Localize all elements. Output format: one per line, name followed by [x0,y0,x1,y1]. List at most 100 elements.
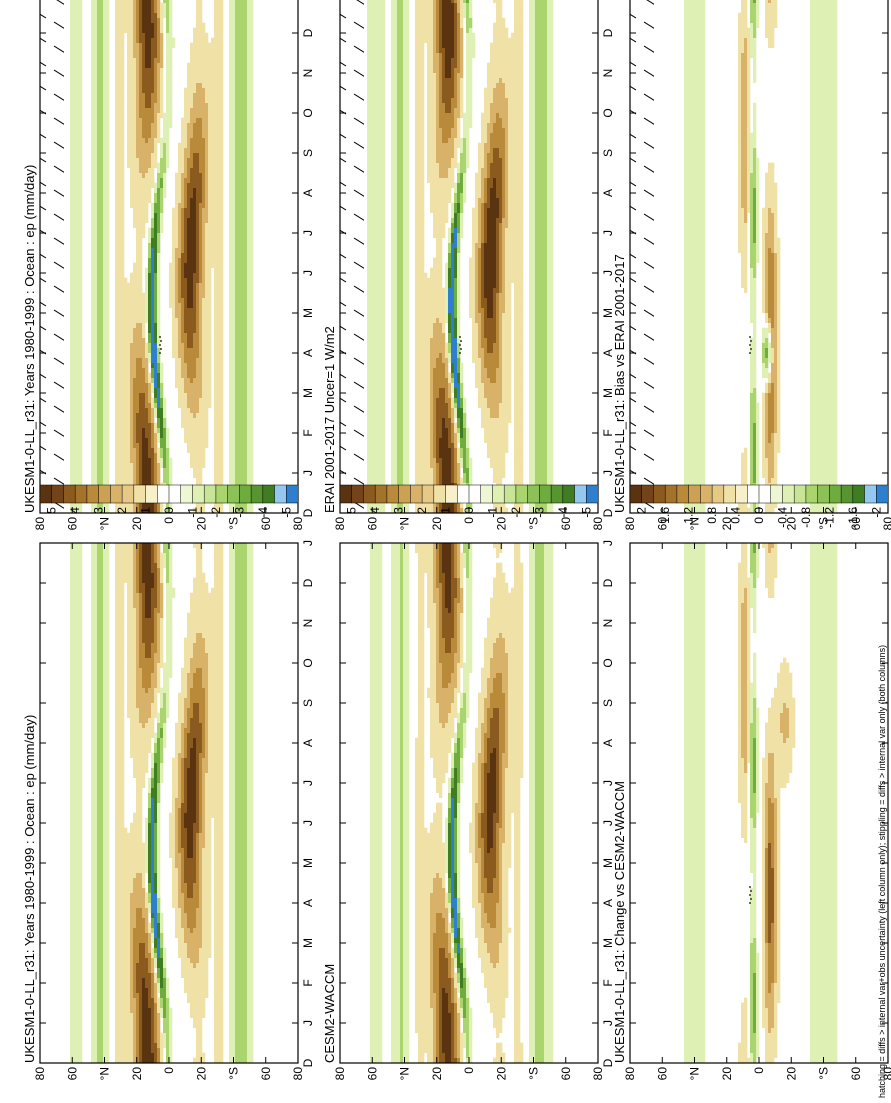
heatmap-cell [214,262,218,268]
heatmap-cell [214,202,218,208]
heatmap-cell [160,182,164,188]
heatmap-cell [94,52,98,58]
heatmap-cell [148,337,152,343]
heatmap-cell [214,52,218,58]
heatmap-cell [217,82,221,88]
heatmap-cell [202,337,206,343]
heatmap-cell [100,142,104,148]
heatmap-cell [157,477,161,483]
heatmap-cell [217,342,221,348]
heatmap-cell [244,37,248,43]
heatmap-cell [193,312,197,318]
heatmap-cell [142,27,146,33]
heatmap-cell [130,367,134,373]
heatmap-cell [250,107,254,113]
heatmap-cell [211,252,215,258]
heatmap-cell [97,237,101,243]
heatmap-cell [196,187,200,193]
heatmap-cell [130,57,134,63]
heatmap-cell [103,102,107,108]
heatmap-cell [79,212,83,218]
heatmap-cell [139,67,143,73]
heatmap-cell [229,32,233,38]
heatmap-cell [121,272,125,278]
heatmap-cell [94,17,98,23]
heatmap-cell [124,427,128,433]
heatmap-cell [115,62,119,68]
heatmap-cell [97,52,101,58]
heatmap-cell [157,362,161,368]
heatmap-cell [241,462,245,468]
heatmap-cell [139,97,143,103]
heatmap-cell [178,157,182,163]
heatmap-cell [121,442,125,448]
heatmap-cell [118,422,122,428]
heatmap-cell [220,412,224,418]
heatmap-cell [220,262,224,268]
heatmap-cell [139,142,143,148]
heatmap-cell [160,17,164,23]
heatmap-cell [157,417,161,423]
heatmap-cell [79,62,83,68]
heatmap-cell [94,107,98,113]
heatmap-cell [127,102,131,108]
heatmap-cell [142,37,146,43]
heatmap-cell [151,382,155,388]
heatmap-cell [232,52,236,58]
heatmap-cell [211,77,215,83]
heatmap-cell [220,92,224,98]
heatmap-cell [193,432,197,438]
heatmap-cell [214,47,218,53]
heatmap-cell [160,372,164,378]
heatmap-cell [142,217,146,223]
heatmap-cell [145,67,149,73]
heatmap-cell [127,392,131,398]
heatmap-cell [247,147,251,153]
heatmap-cell [187,407,191,413]
heatmap-cell [91,177,95,183]
heatmap-cell [220,17,224,23]
heatmap-cell [202,97,206,103]
heatmap-cell [235,52,239,58]
heatmap-cell [94,402,98,408]
heatmap-cell [154,87,158,93]
heatmap-cell [238,422,242,428]
heatmap-cell [211,202,215,208]
heatmap-cell [244,462,248,468]
heatmap-cell [91,407,95,413]
heatmap-cell [244,117,248,123]
heatmap-cell [220,97,224,103]
heatmap-cell [229,197,233,203]
heatmap-cell [184,232,188,238]
heatmap-cell [139,117,143,123]
heatmap-cell [115,377,119,383]
heatmap-cell [205,217,209,223]
heatmap-cell [247,87,251,93]
heatmap-cell [127,407,131,413]
heatmap-cell [229,217,233,223]
heatmap-cell [211,257,215,263]
heatmap-cell [250,407,254,413]
heatmap-cell [118,367,122,373]
heatmap-cell [115,242,119,248]
heatmap-cell [190,447,194,453]
heatmap-cell [217,1057,221,1063]
heatmap-cell [148,62,152,68]
heatmap-cell [238,457,242,463]
heatmap-cell [97,392,101,398]
heatmap-cell [79,372,83,378]
heatmap-cell [157,217,161,223]
heatmap-cell [142,167,146,173]
heatmap-cell [160,147,164,153]
heatmap-cell [220,507,224,513]
heatmap-cell [154,197,158,203]
heatmap-cell [151,407,155,413]
heatmap-cell [115,47,119,53]
heatmap-cell [127,397,131,403]
heatmap-cell [169,97,173,103]
heatmap-cell [118,192,122,198]
heatmap-cell [73,467,77,473]
heatmap-cell [178,247,182,253]
heatmap-cell [79,382,83,388]
